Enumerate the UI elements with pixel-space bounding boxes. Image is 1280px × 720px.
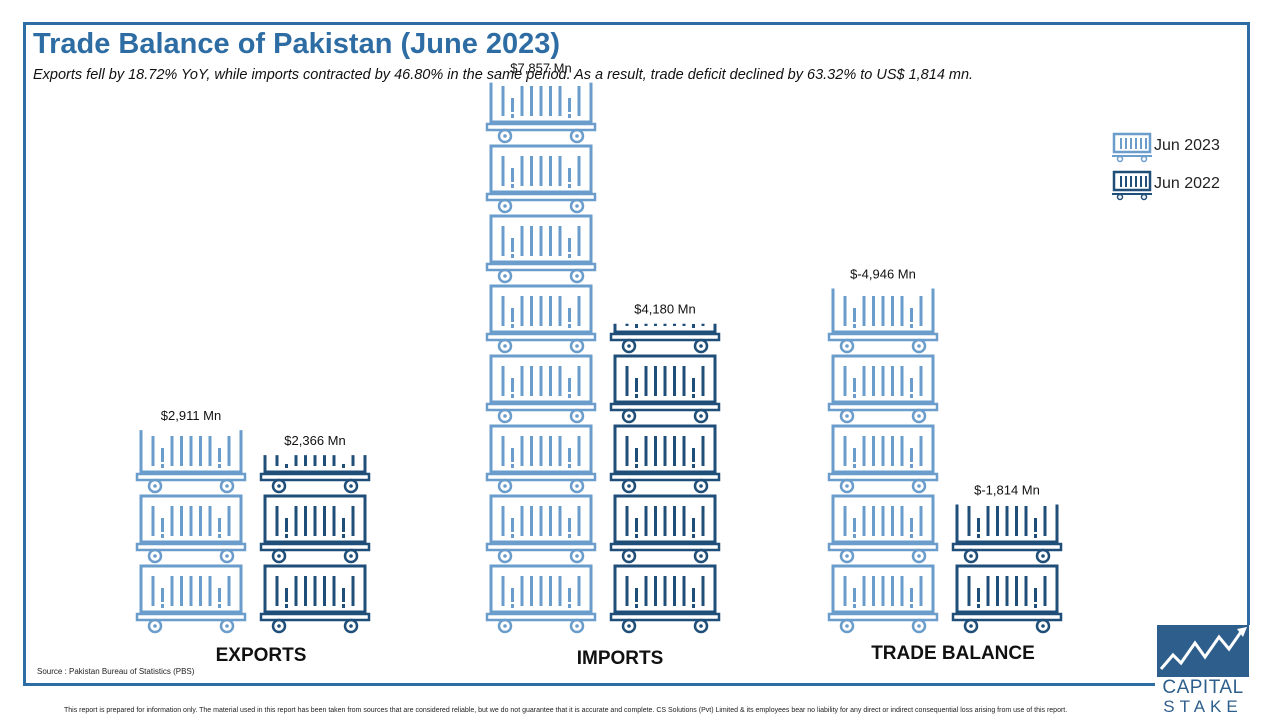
category-label: EXPORTS [216, 645, 307, 666]
bar-trade-balance-jun-2022 [951, 504, 1063, 634]
bar-exports-jun-2022 [259, 455, 371, 634]
category-label: TRADE BALANCE [871, 643, 1035, 664]
legend-item: Jun 2023 [1112, 132, 1220, 163]
data-label: $4,180 Mn [634, 302, 695, 317]
data-label: $7,857 Mn [510, 61, 571, 76]
data-label: $2,911 Mn [161, 408, 221, 423]
data-label: $-4,946 Mn [850, 266, 916, 281]
chart-title: Trade Balance of Pakistan (June 2023) [33, 28, 561, 60]
logo-line2: STAKE [1163, 697, 1243, 716]
bar-imports-jun-2023 [485, 82, 597, 634]
legend-label: Jun 2022 [1154, 175, 1220, 192]
legend-item: Jun 2022 [1112, 170, 1220, 201]
bar-trade-balance-jun-2023 [827, 288, 939, 634]
chart-frame [23, 22, 1250, 686]
bar-imports-jun-2022 [609, 323, 721, 634]
chart-subtitle: Exports fell by 18.72% YoY, while import… [33, 67, 974, 83]
logo-chart-icon [1157, 625, 1249, 677]
capital-stake-logo [1155, 625, 1251, 717]
data-label: $2,366 Mn [284, 433, 345, 448]
legend-label: Jun 2023 [1154, 137, 1220, 154]
disclaimer-text: This report is prepared for information … [64, 707, 1068, 714]
source-note: Source : Pakistan Bureau of Statistics (… [37, 667, 195, 676]
category-label: IMPORTS [577, 648, 664, 669]
bar-exports-jun-2023 [135, 430, 247, 634]
data-label: $-1,814 Mn [974, 483, 1040, 498]
logo-line1: CAPITAL [1162, 677, 1244, 698]
